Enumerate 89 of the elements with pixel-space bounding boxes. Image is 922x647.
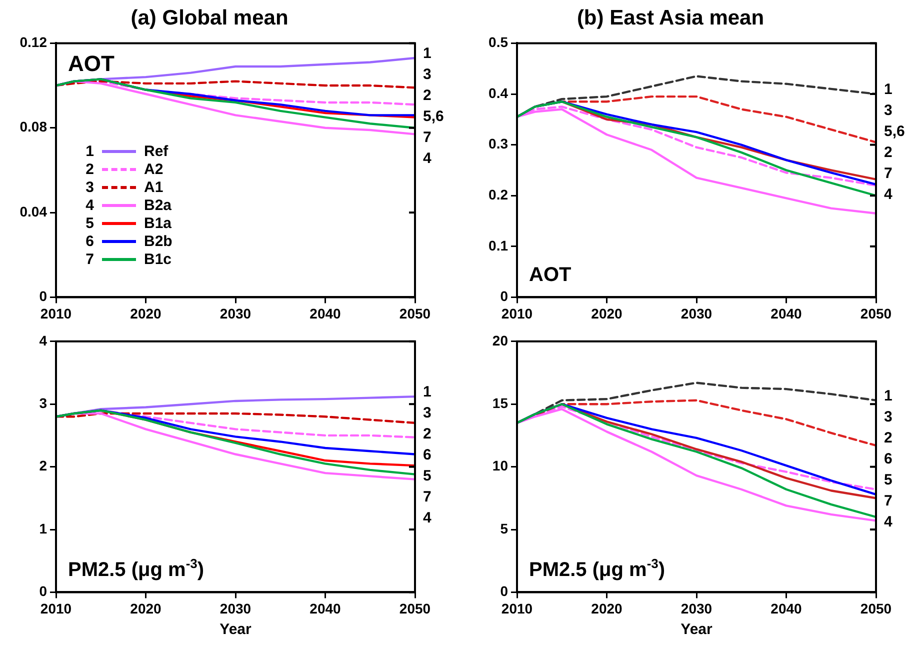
text: 3 <box>884 408 892 426</box>
line-series <box>56 412 415 424</box>
line-series <box>56 80 415 89</box>
annotation: 7 <box>84 250 94 268</box>
text: 1 <box>423 384 432 401</box>
y-tick-label: 5 <box>500 520 508 536</box>
line-series <box>517 95 876 144</box>
y-tick-label: 0 <box>39 288 48 304</box>
text: 7 <box>423 488 432 506</box>
x-tick-label: 2030 <box>220 305 252 322</box>
legend-label: B1a <box>144 214 172 232</box>
text: 3 <box>423 66 432 84</box>
x-tick-label: 2050 <box>399 600 431 616</box>
text: 6 <box>423 446 432 464</box>
y-axis-title: AOT <box>529 264 572 286</box>
text: 1 <box>884 81 892 98</box>
text: 3 <box>423 404 432 422</box>
x-tick-label: 2010 <box>501 600 533 616</box>
text: 2 <box>884 429 892 446</box>
chart-title: (a) Global mean <box>130 6 288 30</box>
x-axis-title: Year <box>220 621 252 638</box>
y-tick-label: 2 <box>39 458 48 474</box>
text: 1 <box>423 45 432 62</box>
text: 2 <box>884 144 892 162</box>
x-tick-label: 2050 <box>860 600 892 616</box>
x-tick-label: 2020 <box>591 305 623 322</box>
y-tick-label: 10 <box>492 458 508 474</box>
x-tick-label: 2030 <box>220 600 252 616</box>
x-tick-label: 2050 <box>399 305 431 322</box>
text: 5 <box>423 468 432 485</box>
x-tick-label: 2020 <box>130 305 162 322</box>
annotation: 2 <box>84 160 94 178</box>
text: 5 <box>884 471 892 488</box>
x-tick-label: 2020 <box>591 600 623 616</box>
x-tick-label: 2040 <box>770 305 802 322</box>
text: 4 <box>884 186 893 204</box>
y-tick-label: 4 <box>39 332 48 348</box>
text: 4 <box>423 150 432 168</box>
legend-label: A2 <box>144 160 164 178</box>
x-tick-label: 2040 <box>770 600 802 616</box>
annotation: 3 <box>84 178 94 196</box>
y-tick-label: 20 <box>492 332 508 348</box>
x-tick-label: 2040 <box>310 600 342 616</box>
y-tick-label: 0 <box>39 583 48 600</box>
text: 4 <box>884 513 893 530</box>
x-tick-label: 2030 <box>680 600 712 616</box>
text: 2 <box>423 87 432 104</box>
legend-label: A1 <box>144 178 164 196</box>
x-axis-title: Year <box>680 621 713 638</box>
y-tick-label: 0.3 <box>488 136 508 152</box>
annotation: 1 <box>84 142 94 160</box>
text: 6 <box>86 232 94 250</box>
y-tick-label: 0.5 <box>488 34 508 50</box>
x-tick-label: 2010 <box>40 600 72 616</box>
x-tick-label: 2040 <box>310 305 342 322</box>
y-axis-title: AOT <box>68 51 115 76</box>
x-tick-label: 2030 <box>680 305 712 322</box>
x-tick-label: 2050 <box>860 305 892 322</box>
text: 1 <box>884 387 892 404</box>
y-tick-label: 15 <box>492 394 508 411</box>
text: 7 <box>884 165 892 182</box>
legend-label: Ref <box>144 142 168 160</box>
annotation: 4 <box>84 196 94 214</box>
y-tick-label: 0.1 <box>488 237 508 254</box>
y-tick-label: 0.12 <box>20 34 48 50</box>
x-tick-label: 2010 <box>501 305 533 322</box>
y-tick-label: 0.4 <box>488 84 508 101</box>
y-tick-label: 0.04 <box>20 203 48 220</box>
text: 5 <box>86 214 94 232</box>
legend-label: B2a <box>144 196 172 214</box>
chart-title: (b) East Asia mean <box>576 6 764 30</box>
text: 6 <box>884 450 892 468</box>
text: 5,6 <box>423 108 444 126</box>
text: 7 <box>884 492 892 510</box>
y-tick-label: 3 <box>39 394 48 411</box>
x-tick-label: 2020 <box>130 600 162 616</box>
text: 3 <box>884 102 892 120</box>
y-tick-label: 0 <box>500 288 508 304</box>
legend-label: B2b <box>144 232 172 250</box>
text: 2 <box>423 426 432 443</box>
y-tick-label: 0 <box>500 583 508 600</box>
y-tick-label: 0.08 <box>20 118 48 135</box>
y-tick-label: 0.2 <box>488 186 508 202</box>
y-tick-label: 1 <box>39 520 48 536</box>
text: 4 <box>423 510 432 527</box>
x-tick-label: 2010 <box>40 305 72 322</box>
text: 7 <box>423 129 432 146</box>
text: 5,6 <box>884 123 905 140</box>
legend-label: B1c <box>144 250 172 268</box>
